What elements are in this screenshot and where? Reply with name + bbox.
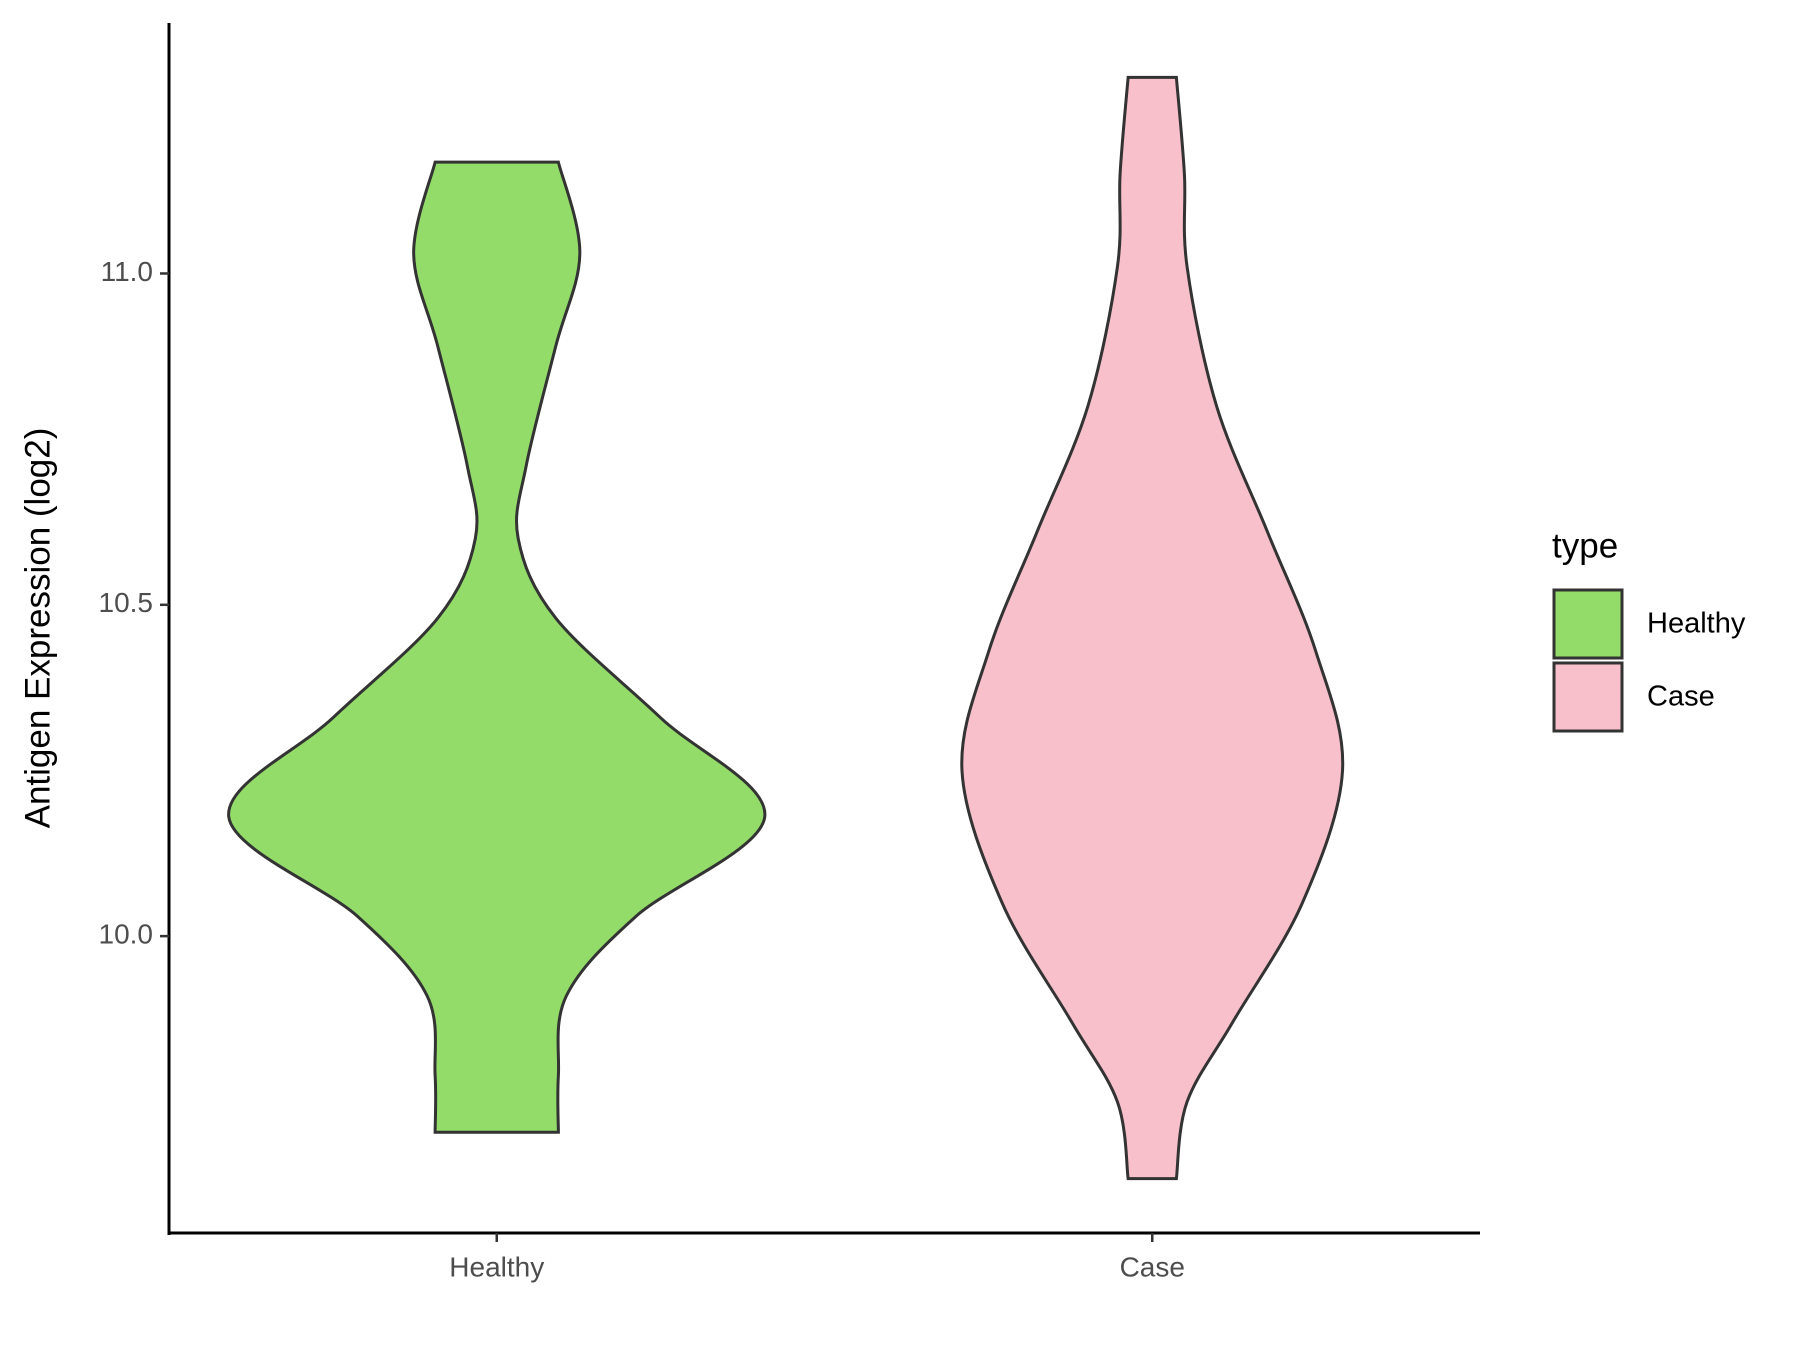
legend-label: Healthy [1647,608,1746,640]
violin [227,160,767,1134]
x-tick-label: Healthy [449,1251,544,1282]
y-axis-label: Antigen Expression (log2) [18,428,57,829]
x-tick-label: Case [1120,1251,1185,1282]
legend-key [1552,588,1624,660]
y-tick-label: 11.0 [101,256,153,287]
legend-key [1552,661,1624,733]
y-tick-label: 10.5 [99,587,154,618]
legend-title: type [1552,526,1618,565]
legend-label: Case [1647,681,1715,713]
violin [960,75,1345,1181]
y-tick-label: 10.0 [99,919,154,950]
